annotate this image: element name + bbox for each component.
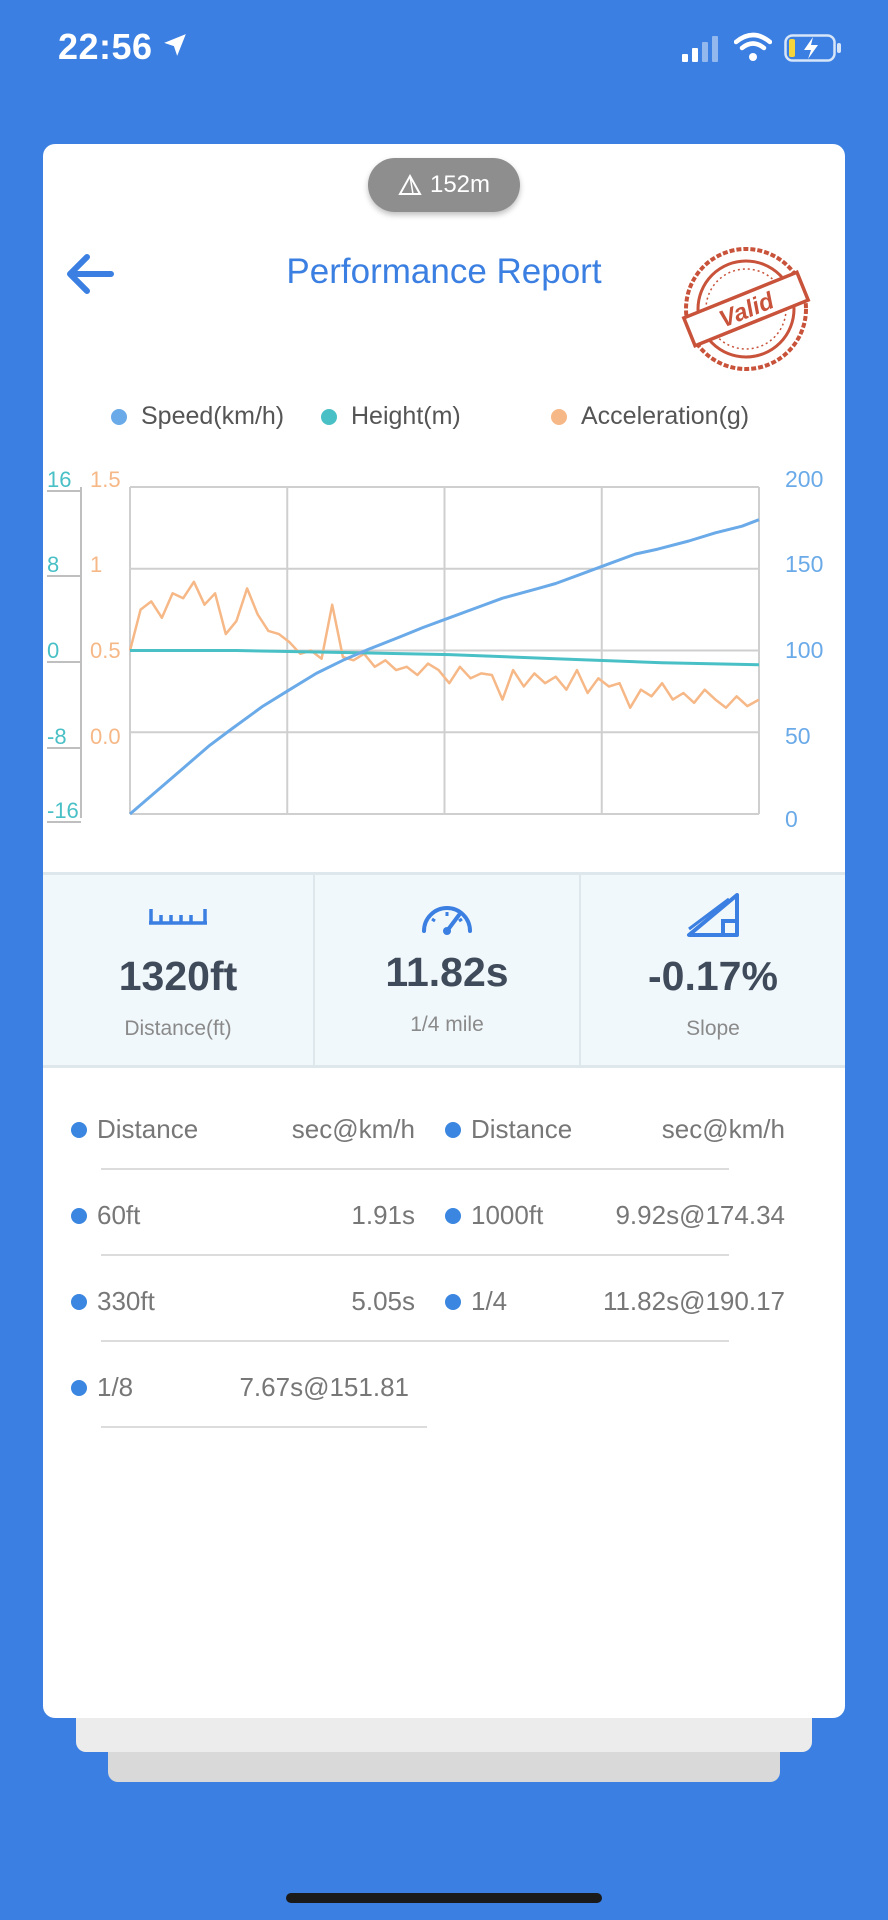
- split-value: 1.91s: [351, 1200, 415, 1230]
- row-divider: [415, 1340, 729, 1342]
- wifi-icon: [734, 32, 772, 61]
- stat-slope: -0.17% Slope: [581, 875, 845, 1065]
- page-title: Performance Report: [286, 252, 602, 291]
- stats-panel: 1320ft Distance(ft) 11.82s 1/4 mile -0.1…: [43, 872, 845, 1068]
- split-label: 1/8: [97, 1372, 134, 1402]
- bullet-dot: [71, 1294, 87, 1310]
- row-divider: [101, 1168, 415, 1170]
- stat-time-label: 1/4 mile: [410, 1013, 484, 1036]
- speed-axis-label: 50: [785, 723, 811, 749]
- performance-chart: 16 8 0 -8 -16 1.5 1 0.5 0.0 200 150 100 50 0: [47, 466, 823, 832]
- legend-speed: Speed(km/h): [111, 402, 284, 431]
- stat-slope-value: -0.17%: [648, 953, 778, 999]
- split-row-330ft: 330ft 5.05s: [43, 1256, 415, 1342]
- home-indicator[interactable]: [286, 1893, 602, 1903]
- legend-acceleration: Acceleration(g): [551, 402, 749, 431]
- split-row-1000ft: 1000ft 9.92s@174.34: [415, 1170, 785, 1256]
- split-value: sec@km/h: [291, 1114, 415, 1144]
- stat-divider: [579, 875, 581, 1065]
- legend-height: Height(m): [321, 402, 461, 431]
- height-axis-label: 8: [47, 552, 59, 577]
- bullet-dot: [445, 1122, 461, 1138]
- status-bar: 22:56: [0, 0, 888, 100]
- report-card: 152m Performance Report Valid Speed(km/h…: [43, 144, 845, 1718]
- acceleration-axis-label: 1: [90, 552, 102, 577]
- height-axis-label: -16: [47, 798, 79, 823]
- height-series-line: [130, 649, 760, 667]
- height-axis-label: -8: [47, 724, 67, 749]
- legend-height-dot: [321, 408, 337, 425]
- split-value: 11.82s@190.17: [602, 1286, 785, 1316]
- location-arrow-icon: [164, 34, 186, 56]
- valid-stamp: Valid: [681, 247, 811, 371]
- split-value: 9.92s@174.34: [615, 1200, 785, 1230]
- row-divider: [101, 1254, 415, 1256]
- legend-speed-dot: [111, 408, 127, 425]
- split-value: 7.67s@151.81: [239, 1372, 409, 1402]
- bullet-dot: [71, 1380, 87, 1396]
- altitude-badge: 152m: [368, 158, 520, 212]
- legend-height-label: Height(m): [351, 402, 461, 430]
- split-header-right: Distance sec@km/h: [415, 1084, 785, 1170]
- row-divider: [101, 1340, 415, 1342]
- split-row-eighth: 1/8 7.67s@151.81: [43, 1342, 427, 1428]
- battery-charging-icon: [784, 34, 841, 62]
- stat-distance-value: 1320ft: [118, 953, 238, 999]
- row-divider: [415, 1168, 729, 1170]
- acceleration-axis-label: 0.5: [90, 638, 121, 663]
- acceleration-axis-label: 0.0: [90, 724, 121, 749]
- bullet-dot: [445, 1294, 461, 1310]
- bullet-dot: [445, 1208, 461, 1224]
- stat-time-value: 11.82s: [385, 949, 509, 995]
- speed-axis-label: 150: [785, 551, 823, 577]
- speed-axis-label: 200: [785, 466, 823, 492]
- height-axis-label: 16: [47, 467, 71, 492]
- legend-speed-label: Speed(km/h): [141, 402, 285, 430]
- slope-icon: [687, 893, 739, 937]
- stat-divider: [313, 875, 315, 1065]
- speed-axis-label: 0: [785, 806, 798, 832]
- row-divider: [101, 1426, 427, 1428]
- legend-acceleration-label: Acceleration(g): [581, 402, 750, 430]
- chart-legend: Speed(km/h) Height(m) Acceleration(g): [67, 402, 827, 442]
- speed-series-line: [129, 518, 760, 816]
- legend-acceleration-dot: [551, 408, 567, 425]
- row-divider: [415, 1254, 729, 1256]
- split-value: 5.05s: [351, 1286, 415, 1316]
- status-time: 22:56: [58, 26, 153, 67]
- cellular-signal-icon: [682, 36, 718, 62]
- split-header-left: Distance sec@km/h: [43, 1084, 415, 1170]
- speed-axis-label: 100: [785, 637, 823, 663]
- stat-distance: 1320ft Distance(ft): [43, 875, 313, 1065]
- altitude-value: 152m: [429, 171, 491, 198]
- split-value: sec@km/h: [661, 1114, 785, 1144]
- stat-slope-label: Slope: [686, 1017, 740, 1040]
- speedometer-icon: [422, 906, 472, 935]
- split-row-60ft: 60ft 1.91s: [43, 1170, 415, 1256]
- back-arrow-icon[interactable]: [61, 244, 121, 304]
- bullet-dot: [71, 1122, 87, 1138]
- split-row-quarter: 1/4 11.82s@190.17: [415, 1256, 785, 1342]
- split-label: Distance: [471, 1114, 573, 1144]
- acceleration-axis-label: 1.5: [90, 467, 121, 492]
- split-label: 60ft: [97, 1200, 141, 1230]
- acceleration-series-line: [128, 580, 760, 709]
- height-axis-label: 0: [47, 638, 59, 663]
- mountain-icon: [398, 173, 422, 195]
- stat-distance-label: Distance(ft): [124, 1017, 232, 1040]
- split-label: 1/4: [471, 1286, 508, 1316]
- split-label: 1000ft: [471, 1200, 544, 1230]
- stat-quarter-mile: 11.82s 1/4 mile: [315, 875, 579, 1065]
- bullet-dot: [71, 1208, 87, 1224]
- ruler-icon: [149, 909, 207, 925]
- split-label: Distance: [97, 1114, 199, 1144]
- split-label: 330ft: [97, 1286, 155, 1316]
